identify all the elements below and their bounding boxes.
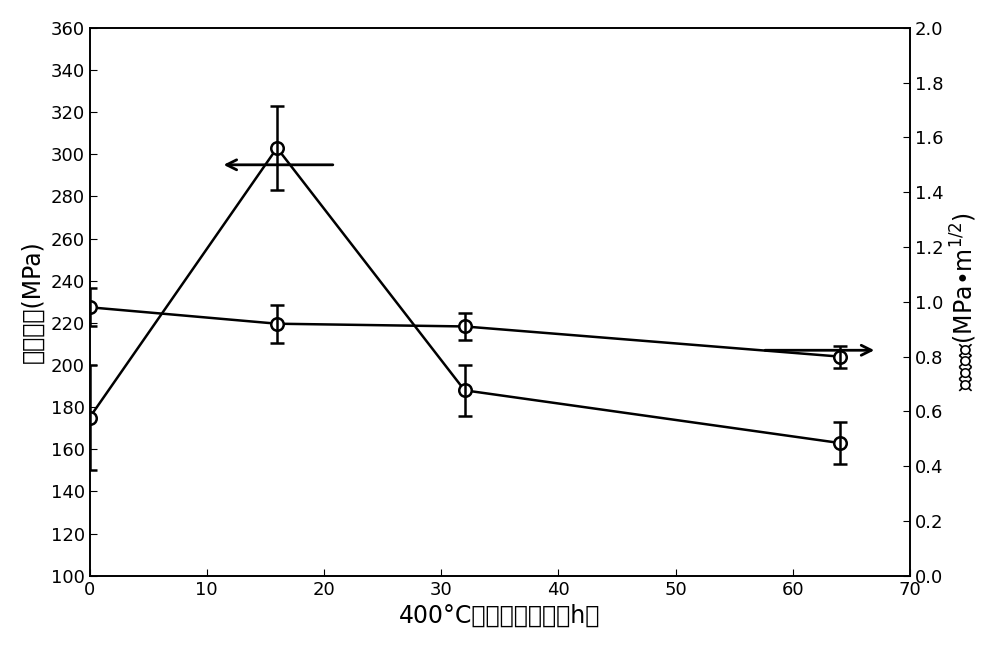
- X-axis label: 400°C离子交换时间（h）: 400°C离子交换时间（h）: [399, 604, 600, 628]
- Y-axis label: 断裂韧性(MPa•m$^{1/2}$): 断裂韧性(MPa•m$^{1/2}$): [949, 212, 979, 391]
- Y-axis label: 抗弯强度(MPa): 抗弯强度(MPa): [21, 240, 45, 363]
